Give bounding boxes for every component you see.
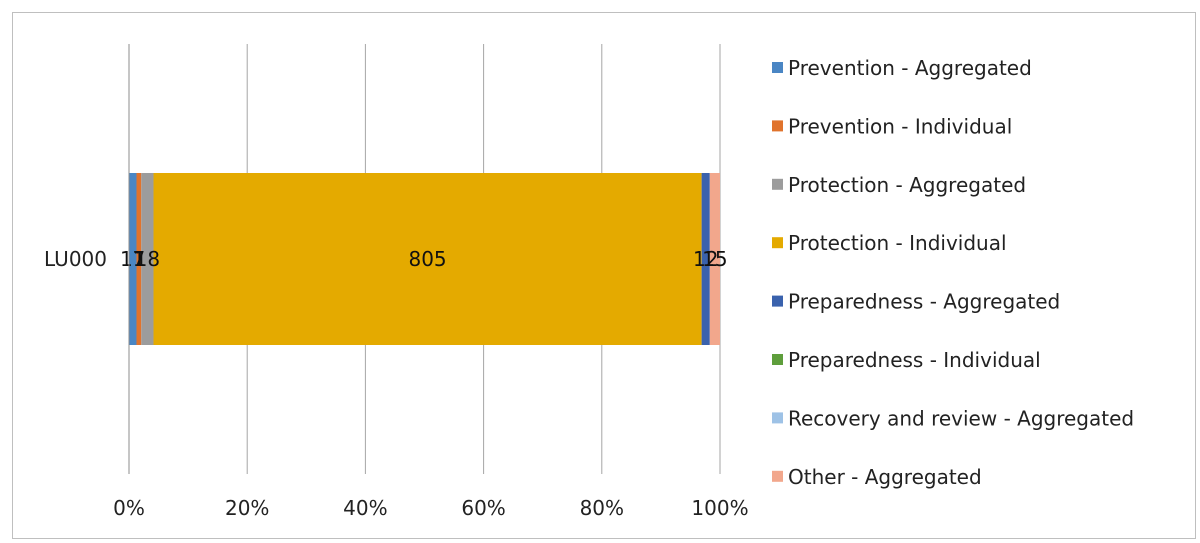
legend-swatch: [772, 354, 783, 365]
legend-label: Preparedness - Individual: [788, 348, 1041, 372]
legend-swatch: [772, 412, 783, 424]
data-label: 18: [135, 247, 160, 271]
legend-swatch: [772, 470, 783, 482]
bar-segment: [709, 173, 720, 345]
data-label: 12: [693, 247, 718, 271]
legend-label: Prevention - Individual: [788, 114, 1012, 138]
data-label: 805: [408, 247, 446, 271]
bar-segment: [701, 173, 710, 345]
data-label: 11: [120, 247, 145, 271]
data-label: 7: [133, 247, 146, 271]
legend-label: Protection - Aggregated: [788, 173, 1026, 197]
data-label: 15: [702, 247, 727, 271]
axes: 0% 20% 40% 60% 80% 100% LU000: [44, 44, 749, 520]
bar-segment: [136, 173, 142, 345]
legend-label: Other - Aggregated: [788, 465, 982, 489]
legend-label: Recovery and review - Aggregated: [788, 406, 1134, 430]
x-tick-label: 100%: [691, 496, 748, 520]
legend-label: Protection - Individual: [788, 231, 1007, 255]
bar-segment: [141, 173, 154, 345]
legend-label: Prevention - Aggregated: [788, 56, 1032, 80]
legend-swatch: [772, 178, 783, 190]
x-tick-label: 60%: [461, 496, 505, 520]
legend-swatch: [772, 237, 783, 249]
legend-label: Preparedness - Aggregated: [788, 290, 1060, 314]
bar-segment: [129, 173, 137, 345]
bar-segment: [153, 173, 702, 345]
x-tick-label: 20%: [225, 496, 269, 520]
y-category-label: LU000: [44, 247, 107, 271]
legend: Prevention - Aggregated Prevention - Indi…: [772, 56, 1134, 489]
chart-frame: 11 7 18 805 12 15 0% 20% 40% 60% 80% 100% LU000 Pre…: [12, 12, 1196, 539]
x-tick-label: 40%: [343, 496, 387, 520]
legend-swatch: [772, 120, 783, 132]
x-tick-label: 0%: [113, 496, 145, 520]
legend-swatch: [772, 295, 783, 307]
x-tick-label: 80%: [580, 496, 624, 520]
legend-swatch: [772, 62, 783, 73]
bar-segments: [129, 173, 720, 345]
